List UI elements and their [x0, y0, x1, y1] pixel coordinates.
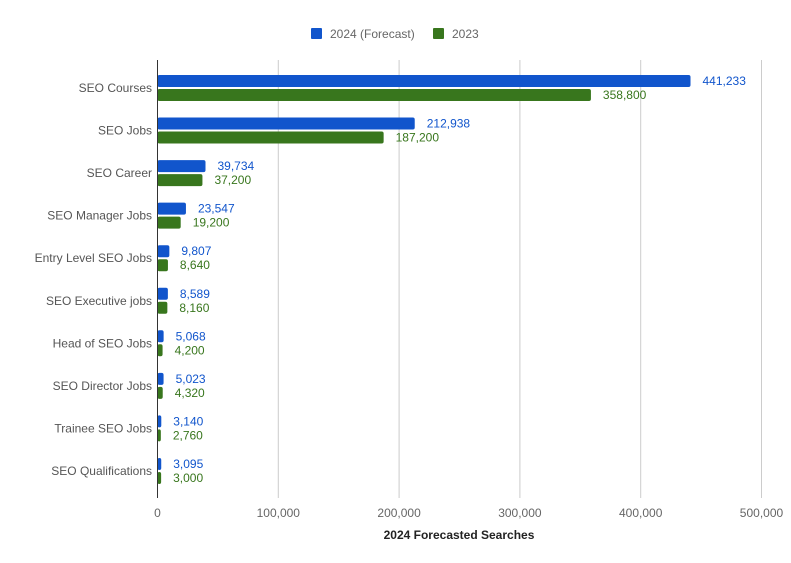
bar-2024 — [157, 287, 168, 300]
data-label-2023: 4,320 — [175, 386, 205, 400]
bar-2024 — [157, 330, 164, 343]
bar-2024 — [157, 457, 162, 470]
bar-2024 — [157, 202, 186, 215]
x-tick-label: 500,000 — [740, 506, 784, 520]
category-label: Head of SEO Jobs — [53, 336, 152, 350]
bar-2023 — [157, 131, 384, 144]
data-label-2023: 358,800 — [603, 88, 647, 102]
x-tick-label: 100,000 — [257, 506, 301, 520]
bar-2024 — [157, 415, 162, 428]
data-label-2024: 212,938 — [427, 117, 471, 131]
bar-2024 — [157, 160, 206, 173]
x-axis-title: 2024 Forecasted Searches — [384, 528, 535, 542]
category-label: SEO Manager Jobs — [47, 209, 152, 223]
data-label-2023: 3,000 — [173, 471, 203, 485]
x-tick-label: 300,000 — [498, 506, 542, 520]
bar-2023 — [157, 301, 168, 314]
data-label-2024: 5,068 — [176, 329, 206, 343]
bar-2023 — [157, 386, 163, 399]
bar-2023 — [157, 259, 168, 272]
bar-2023 — [157, 174, 203, 187]
bar-2023 — [157, 344, 163, 357]
legend-label-2024: 2024 (Forecast) — [330, 27, 415, 41]
legend-swatch-2024 — [311, 28, 322, 39]
data-label-2024: 8,589 — [180, 287, 210, 301]
bar-2024 — [157, 372, 164, 385]
data-label-2023: 187,200 — [396, 131, 440, 145]
data-label-2023: 8,160 — [179, 301, 209, 315]
bar-2023 — [157, 471, 162, 484]
category-label: SEO Qualifications — [51, 464, 152, 478]
data-label-2023: 19,200 — [193, 216, 230, 230]
category-label: SEO Career — [87, 166, 152, 180]
data-label-2024: 3,140 — [173, 414, 203, 428]
category-label: SEO Director Jobs — [53, 379, 152, 393]
bar-2023 — [157, 216, 181, 229]
category-label: SEO Courses — [79, 81, 152, 95]
data-label-2024: 23,547 — [198, 202, 235, 216]
x-tick-label: 400,000 — [619, 506, 663, 520]
category-label: Trainee SEO Jobs — [54, 421, 152, 435]
data-label-2024: 441,233 — [703, 74, 747, 88]
data-label-2024: 9,807 — [181, 244, 211, 258]
data-label-2023: 4,200 — [175, 343, 205, 357]
data-label-2024: 39,734 — [217, 159, 254, 173]
data-label-2024: 3,095 — [173, 457, 203, 471]
x-tick-label: 0 — [154, 506, 161, 520]
legend-label-2023: 2023 — [452, 27, 479, 41]
x-tick-label: 200,000 — [377, 506, 421, 520]
legend-swatch-2023 — [433, 28, 444, 39]
bar-2024 — [157, 75, 691, 87]
legend: 2024 (Forecast) 2023 — [311, 27, 479, 41]
data-label-2023: 8,640 — [180, 258, 210, 272]
bar-2024 — [157, 245, 170, 258]
bar-2023 — [157, 89, 591, 101]
category-label: SEO Jobs — [98, 124, 152, 138]
bar-2023 — [157, 429, 161, 442]
data-label-2023: 37,200 — [214, 173, 251, 187]
category-label: SEO Executive jobs — [46, 294, 152, 308]
data-label-2023: 2,760 — [173, 428, 203, 442]
category-label: Entry Level SEO Jobs — [35, 251, 152, 265]
bar-2024 — [157, 117, 415, 130]
data-label-2024: 5,023 — [176, 372, 206, 386]
